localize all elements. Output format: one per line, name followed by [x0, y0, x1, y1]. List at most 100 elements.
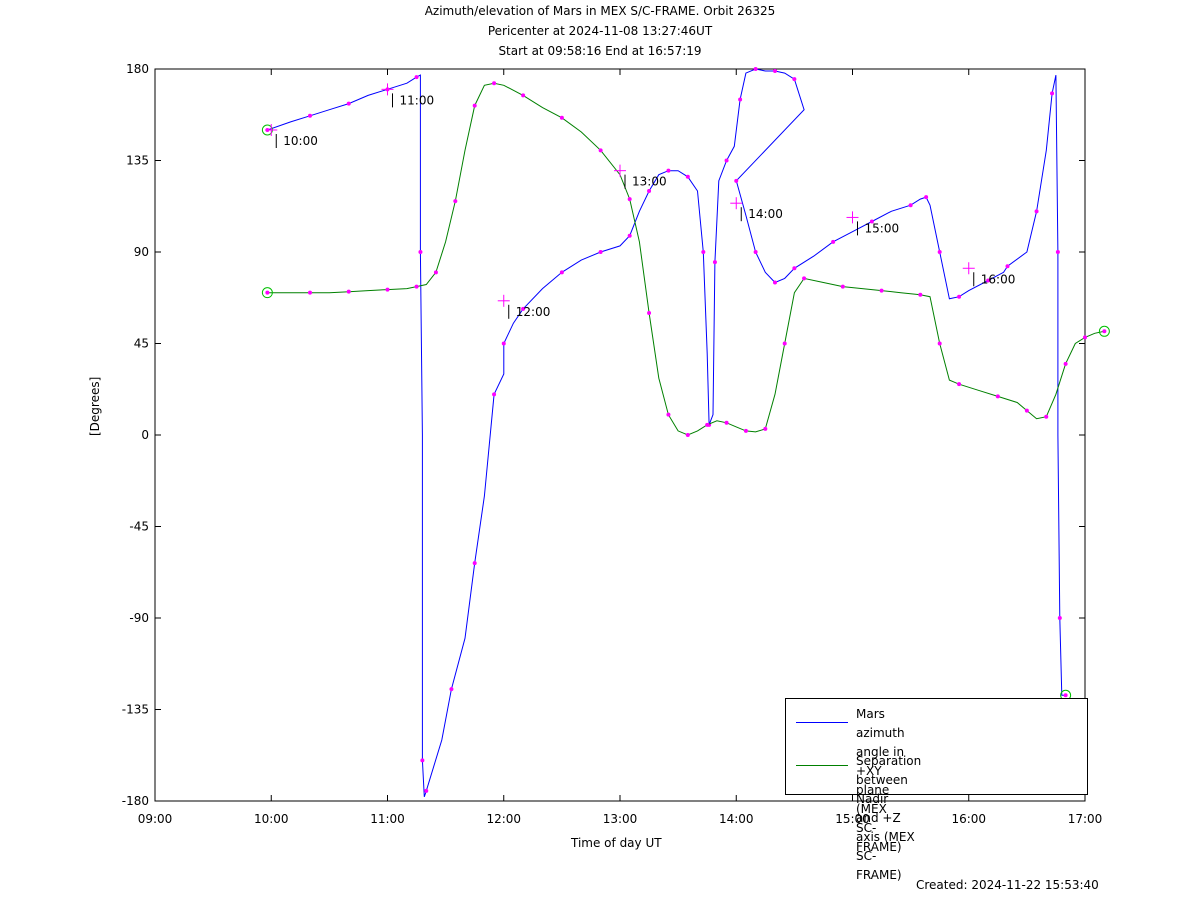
data-point-separation	[957, 382, 962, 387]
data-point-separation	[879, 288, 884, 293]
data-point-azimuth	[418, 250, 423, 254]
data-point-separation	[1083, 335, 1087, 340]
x-tick-label: 17:00	[1068, 812, 1103, 826]
data-point-azimuth	[869, 219, 874, 224]
y-tick-label: 45	[134, 337, 149, 351]
x-tick-label: 13:00	[603, 812, 638, 826]
data-point-separation	[346, 289, 351, 294]
data-point-azimuth	[449, 687, 454, 692]
chart-subtitle-pericenter: Pericenter at 2024-11-08 13:27:46UT	[487, 24, 713, 38]
endpoint-marker	[1098, 325, 1110, 337]
data-point-azimuth	[773, 69, 777, 74]
data-point-azimuth	[831, 239, 836, 244]
annotation-label: 15:00	[865, 221, 900, 235]
data-point-azimuth	[647, 189, 652, 193]
x-tick-label: 09:00	[138, 812, 173, 826]
data-point-azimuth	[521, 306, 526, 311]
data-point-separation	[840, 284, 845, 289]
data-point-separation	[265, 290, 270, 295]
data-point-azimuth	[1063, 693, 1068, 698]
data-point-azimuth	[424, 788, 429, 793]
data-point-separation	[724, 420, 729, 425]
data-point-separation	[472, 103, 477, 108]
data-point-azimuth	[1050, 91, 1055, 96]
data-point-separation	[685, 433, 690, 437]
data-point-separation	[937, 341, 942, 346]
data-point-azimuth	[792, 266, 797, 271]
y-tick-label: 135	[126, 154, 149, 168]
data-point-azimuth	[627, 233, 632, 238]
data-point-azimuth	[1034, 209, 1039, 214]
data-point-separation	[414, 284, 419, 289]
legend-swatch-azimuth	[796, 722, 848, 723]
y-tick-label: -135	[122, 703, 149, 717]
series-line-azimuth	[267, 68, 1066, 798]
data-point-separation	[705, 422, 710, 427]
data-point-azimuth	[724, 158, 729, 163]
data-point-separation	[743, 428, 748, 433]
data-point-azimuth	[773, 280, 777, 285]
legend-label-separation: Separation between Nadir and +Z axis (ME…	[856, 754, 922, 882]
annotation-label: 10:00	[283, 134, 318, 148]
data-point-separation	[433, 270, 438, 275]
x-tick-label: 15:00	[835, 812, 870, 826]
data-point-azimuth	[986, 278, 991, 283]
annotation-label: 13:00	[632, 175, 667, 189]
data-point-azimuth	[346, 101, 351, 106]
plot-frame	[154, 68, 1086, 802]
data-point-separation	[559, 115, 564, 120]
y-tick-label: -180	[122, 794, 149, 808]
data-point-separation	[782, 341, 787, 346]
x-tick-label: 14:00	[719, 812, 754, 826]
data-point-azimuth	[738, 97, 743, 102]
data-point-azimuth	[957, 294, 962, 299]
legend-label-azimuth: Mars azimuth angle in +XY plane (MEX SC-…	[856, 707, 905, 854]
data-point-azimuth	[559, 270, 564, 275]
data-point-separation	[763, 426, 768, 431]
data-point-separation	[1102, 329, 1107, 334]
data-point-azimuth	[792, 77, 797, 82]
data-point-azimuth	[501, 341, 506, 346]
data-point-azimuth	[753, 250, 758, 254]
y-tick-label: -90	[129, 611, 149, 625]
data-point-separation	[995, 394, 1000, 399]
data-point-separation	[308, 290, 312, 295]
data-point-azimuth	[666, 168, 671, 173]
created-timestamp: Created: 2024-11-22 15:53:40	[916, 878, 1099, 892]
data-point-azimuth	[1005, 264, 1010, 269]
annotation-label: 12:00	[516, 305, 551, 319]
annotation-label: 11:00	[400, 93, 435, 107]
data-point-azimuth	[937, 250, 942, 254]
x-tick-label: 16:00	[951, 812, 986, 826]
annotation-label: 14:00	[748, 207, 783, 221]
data-point-azimuth	[1057, 616, 1062, 620]
data-point-azimuth	[414, 75, 419, 80]
x-tick-label: 12:00	[486, 812, 521, 826]
data-point-separation	[647, 311, 652, 315]
data-point-separation	[918, 292, 923, 297]
data-point-azimuth	[492, 392, 497, 397]
x-tick-label: 10:00	[254, 812, 289, 826]
chart-legend: Mars azimuth angle in +XY plane (MEX SC-…	[785, 698, 1088, 882]
data-point-separation	[598, 148, 603, 153]
data-point-azimuth	[753, 67, 758, 71]
y-tick-label: -45	[129, 520, 149, 534]
data-point-separation	[521, 93, 526, 98]
y-axis-label: [Degrees]	[88, 376, 102, 436]
chart-title: Azimuth/elevation of Mars in MEX S/C-FRA…	[424, 4, 776, 18]
x-axis-label: Time of day UT	[571, 836, 662, 850]
series-line-separation	[267, 82, 1105, 436]
data-point-azimuth	[308, 113, 312, 118]
data-point-azimuth	[472, 561, 477, 566]
legend-swatch-separation	[796, 765, 848, 766]
data-point-azimuth	[685, 174, 690, 179]
data-point-azimuth	[420, 758, 425, 763]
data-point-azimuth	[1055, 250, 1060, 254]
y-tick-label: 0	[141, 428, 149, 442]
data-point-separation	[802, 276, 807, 281]
data-point-separation	[1063, 361, 1068, 366]
data-point-separation	[627, 197, 632, 202]
data-point-azimuth	[924, 195, 929, 200]
x-tick-label: 11:00	[370, 812, 405, 826]
